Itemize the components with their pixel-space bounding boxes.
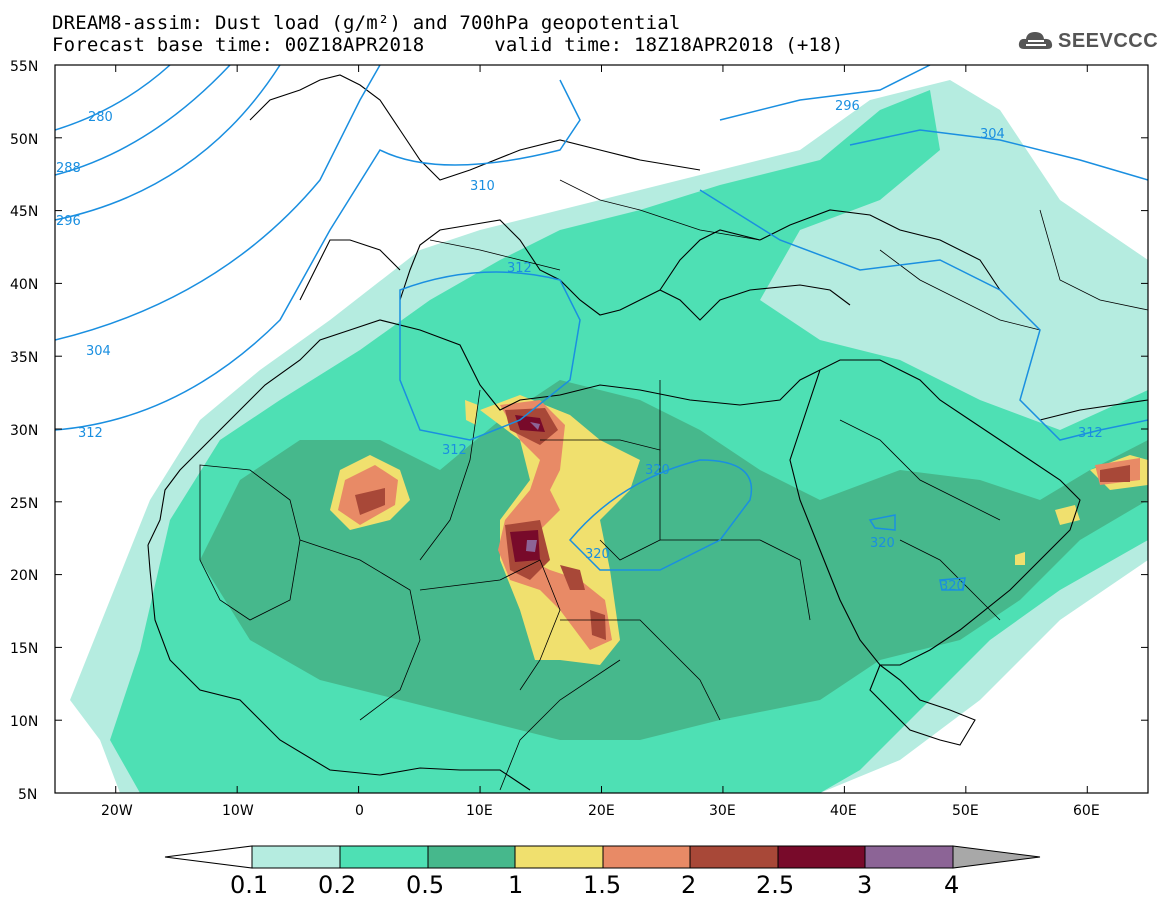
logo-text: SEEVCCC bbox=[1058, 29, 1159, 52]
lon-label: 30E bbox=[709, 803, 736, 819]
seevccc-logo: SEEVCCC bbox=[1018, 28, 1158, 54]
colorbar-label: 2.5 bbox=[756, 871, 794, 899]
lat-label: 45N bbox=[10, 204, 38, 220]
colorbar: 0.1 0.2 0.5 1 1.5 2 2.5 3 4 bbox=[164, 845, 1041, 899]
contour-labels: 280 288 296 296 304 304 310 312 312 312 … bbox=[56, 99, 1103, 594]
dust-field-peak bbox=[510, 415, 545, 562]
colorbar-label: 4 bbox=[944, 871, 959, 899]
country-borders bbox=[199, 179, 1148, 791]
contour-label: 304 bbox=[980, 127, 1005, 142]
lat-label: 20N bbox=[10, 568, 38, 584]
colorbar-segment bbox=[427, 845, 516, 869]
lon-label: 0 bbox=[355, 803, 364, 819]
colorbar-segment bbox=[339, 845, 429, 869]
contour-label: 320 bbox=[870, 536, 895, 551]
colorbar-label: 0.5 bbox=[406, 871, 444, 899]
lat-label: 5N bbox=[18, 787, 37, 803]
lat-label: 55N bbox=[10, 59, 38, 75]
lat-label: 30N bbox=[10, 423, 38, 439]
lon-label: 60E bbox=[1073, 803, 1100, 819]
dust-field-high bbox=[330, 395, 1148, 665]
map-area: 280 288 296 296 304 304 310 312 312 312 … bbox=[55, 65, 1148, 793]
latitude-labels: 55N 50N 45N 40N 35N 30N 25N 20N 15N 10N … bbox=[10, 59, 38, 803]
contour-label: 296 bbox=[56, 214, 81, 229]
contour-label: 296 bbox=[835, 99, 860, 114]
lat-label: 10N bbox=[10, 714, 38, 730]
lon-label: 20W bbox=[101, 803, 133, 819]
colorbar-label: 2 bbox=[681, 871, 696, 899]
lon-label: 20E bbox=[588, 803, 615, 819]
chart-subtitle: Forecast base time: 00Z18APR2018 valid t… bbox=[52, 34, 844, 56]
contour-label: 312 bbox=[442, 443, 467, 458]
contour-label: 310 bbox=[470, 179, 495, 194]
contour-label: 320 bbox=[940, 579, 965, 594]
lon-label: 40E bbox=[830, 803, 857, 819]
colorbar-label: 0.2 bbox=[318, 871, 356, 899]
colorbar-label: 3 bbox=[857, 871, 872, 899]
colorbar-segment bbox=[602, 845, 691, 869]
colorbar-label: 1.5 bbox=[583, 871, 621, 899]
contour-label: 304 bbox=[86, 344, 111, 359]
contour-label: 312 bbox=[78, 426, 103, 441]
lon-label: 50E bbox=[952, 803, 979, 819]
dust-field-medium bbox=[200, 380, 1148, 740]
lat-label: 40N bbox=[10, 277, 38, 293]
cloud-icon bbox=[1018, 32, 1053, 49]
colorbar-segment bbox=[864, 845, 954, 869]
lon-label: 10W bbox=[222, 803, 254, 819]
axis-ticks bbox=[55, 64, 1148, 794]
colorbar-segment bbox=[514, 845, 604, 869]
lat-label: 15N bbox=[10, 641, 38, 657]
lat-label: 50N bbox=[10, 132, 38, 148]
colorbar-segment bbox=[777, 845, 866, 869]
contour-label: 312 bbox=[1078, 426, 1103, 441]
lon-label: 10E bbox=[466, 803, 493, 819]
contour-label: 320 bbox=[585, 547, 610, 562]
chart-title: DREAM8-assim: Dust load (g/m²) and 700hP… bbox=[52, 12, 681, 34]
geopotential-contours bbox=[55, 65, 1148, 591]
colorbar-label: 0.1 bbox=[230, 871, 268, 899]
dust-field-very-high bbox=[338, 400, 1140, 650]
contour-label: 280 bbox=[88, 110, 113, 125]
colorbar-label: 1 bbox=[508, 871, 523, 899]
colorbar-low-triangle bbox=[164, 845, 253, 869]
contour-label: 288 bbox=[56, 161, 81, 176]
contour-label: 320 bbox=[645, 463, 670, 478]
lat-label: 25N bbox=[10, 496, 38, 512]
lat-label: 35N bbox=[10, 350, 38, 366]
contour-label: 312 bbox=[507, 261, 532, 276]
colorbar-segment bbox=[689, 845, 779, 869]
colorbar-high-triangle bbox=[952, 845, 1041, 869]
colorbar-segment bbox=[251, 845, 341, 869]
longitude-labels: 20W 10W 0 10E 20E 30E 40E 50E 60E bbox=[101, 803, 1100, 819]
coastlines bbox=[147, 74, 1148, 791]
